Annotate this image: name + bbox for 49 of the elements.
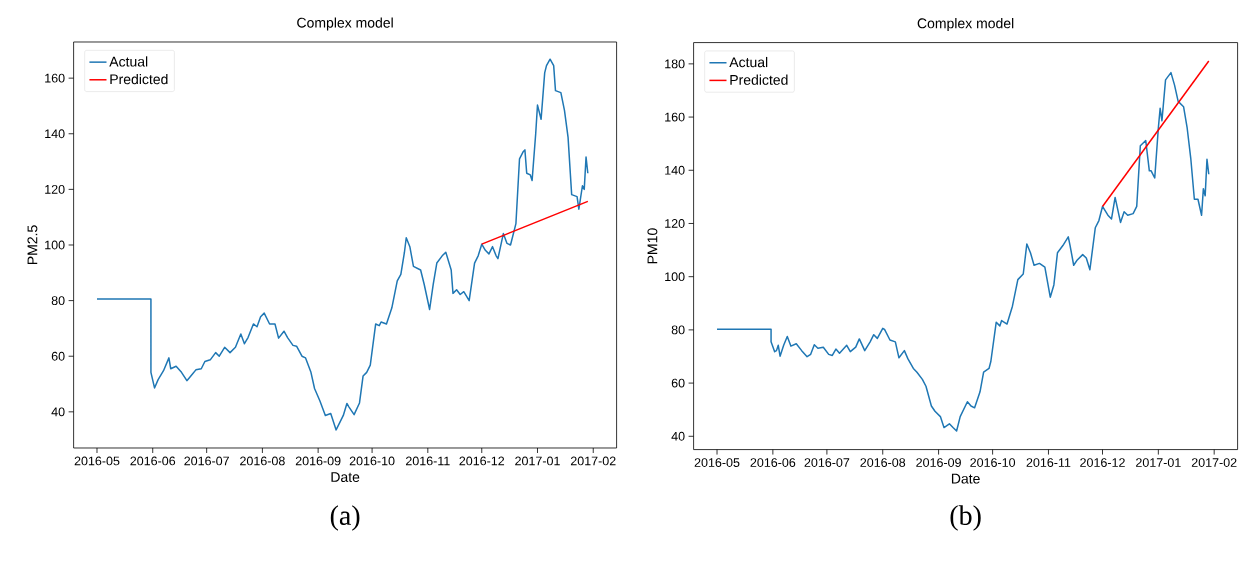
legend-label: Actual	[109, 56, 148, 67]
line-series	[96, 58, 589, 431]
x-tick-label: 2016-12	[1080, 458, 1125, 467]
x-tick-label: 2016-12	[459, 456, 505, 466]
x-tick-label: 2016-10	[349, 456, 395, 466]
x-tick-label: 2016-09	[295, 456, 341, 466]
line-series	[716, 71, 1210, 432]
y-tick-label: 100	[45, 240, 65, 250]
x-tick-label: 2016-06	[130, 456, 176, 466]
y-tick-label: 160	[45, 73, 65, 83]
legend-label: Actual	[729, 56, 768, 68]
x-tick-label: 2016-05	[74, 456, 120, 466]
text: (a)	[330, 505, 360, 531]
y-tick-label: 120	[45, 184, 65, 194]
y-tick-label: 140	[665, 165, 685, 175]
x-tick-label: 2016-05	[694, 458, 740, 467]
text: (b)	[950, 505, 981, 531]
x-tick-label: 2017-02	[570, 456, 616, 466]
x-tick-label: 2016-07	[184, 456, 229, 466]
y-tick-label: 160	[665, 112, 685, 122]
y-axis-title: PM2.5	[27, 225, 38, 265]
x-tick-label: 2016-06	[750, 458, 796, 467]
x-tick-label: 2016-11	[1026, 458, 1071, 467]
x-tick-label: 2016-10	[970, 458, 1016, 467]
x-tick-label: 2017-01	[515, 456, 560, 466]
x-tick-label: 2016-11	[405, 456, 450, 466]
y-tick-label: 40	[671, 431, 685, 441]
y-axis-title: PM10	[647, 228, 658, 264]
y-tick-label: 120	[665, 219, 685, 228]
y-tick-label: 140	[45, 129, 65, 139]
x-tick-label: 2017-02	[1191, 458, 1237, 467]
x-axis-title: Date	[331, 472, 360, 483]
x-axis-title: Date	[951, 473, 980, 484]
chart-title: Complex model	[297, 17, 393, 31]
legend-label: Predicted	[730, 74, 788, 85]
x-tick-label: 2016-07	[804, 458, 850, 467]
x-tick-label: 2016-09	[916, 458, 961, 467]
y-tick-label: 80	[671, 325, 685, 335]
legend-label: Predicted	[110, 73, 168, 85]
y-tick-label: 60	[671, 378, 685, 388]
chart-title: Complex model	[917, 18, 1014, 32]
y-tick-label: 60	[51, 351, 65, 361]
x-tick-label: 2017-01	[1136, 458, 1181, 467]
y-tick-label: 80	[51, 296, 65, 306]
y-tick-label: 100	[665, 272, 685, 282]
y-tick-label: 180	[665, 59, 685, 69]
y-tick-label: 40	[51, 407, 65, 417]
x-tick-label: 2016-08	[240, 456, 285, 466]
x-tick-label: 2016-08	[860, 458, 906, 467]
